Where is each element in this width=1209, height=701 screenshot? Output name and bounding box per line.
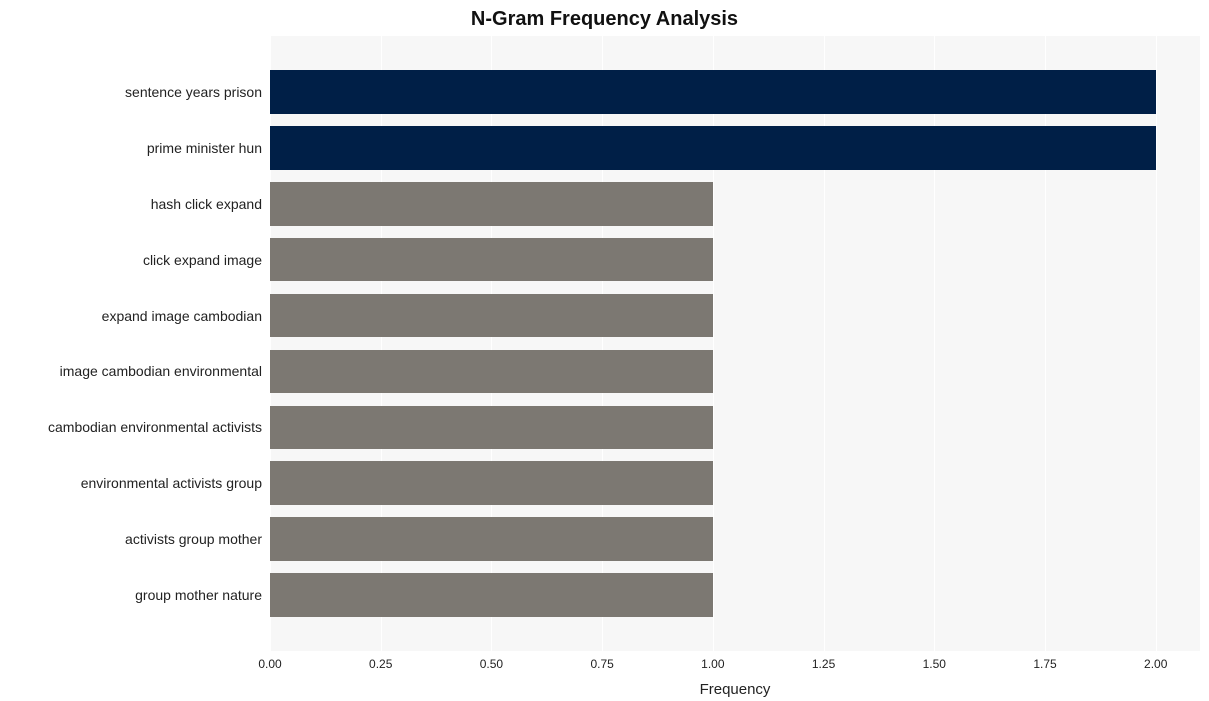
x-axis-title: Frequency (700, 681, 771, 698)
bar (270, 70, 1156, 114)
chart-container: 0.00 0.25 0.50 0.75 1.00 1.25 1.50 1.75 2.00 sent… (0, 0, 1209, 701)
y-tick-label: prime minister hun (147, 140, 270, 156)
y-tick-label: activists group mother (125, 531, 270, 547)
y-tick-label: sentence years prison (125, 84, 270, 100)
chart-title: N-Gram Frequency Analysis (0, 8, 1209, 31)
x-tick-label: 2.00 (1144, 651, 1167, 671)
x-tick-label: 1.50 (923, 651, 946, 671)
x-tick-label: 1.75 (1033, 651, 1056, 671)
bar (270, 182, 713, 226)
bar (270, 238, 713, 282)
bar (270, 406, 713, 450)
y-tick-label: group mother nature (135, 587, 270, 603)
x-tick-label: 0.25 (369, 651, 392, 671)
bar (270, 517, 713, 561)
x-tick-label: 0.00 (258, 651, 281, 671)
y-tick-label: image cambodian environmental (60, 363, 270, 379)
y-tick-label: environmental activists group (81, 475, 270, 491)
x-grid-line (1156, 36, 1157, 651)
x-tick-label: 1.00 (701, 651, 724, 671)
y-tick-label: hash click expand (151, 196, 270, 212)
bar (270, 126, 1156, 170)
x-tick-label: 0.75 (590, 651, 613, 671)
bar (270, 461, 713, 505)
plot-area: 0.000.250.500.751.001.251.501.752.00sent… (270, 36, 1200, 651)
bar (270, 294, 713, 338)
y-tick-label: click expand image (143, 252, 270, 268)
y-tick-label: expand image cambodian (102, 308, 270, 324)
bar (270, 573, 713, 617)
y-tick-label: cambodian environmental activists (48, 419, 270, 435)
x-tick-label: 1.25 (812, 651, 835, 671)
x-tick-label: 0.50 (480, 651, 503, 671)
bar (270, 350, 713, 394)
